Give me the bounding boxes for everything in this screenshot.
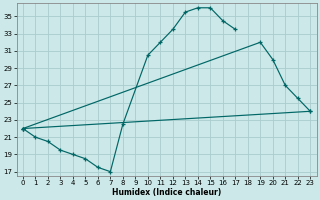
X-axis label: Humidex (Indice chaleur): Humidex (Indice chaleur) bbox=[112, 188, 221, 197]
